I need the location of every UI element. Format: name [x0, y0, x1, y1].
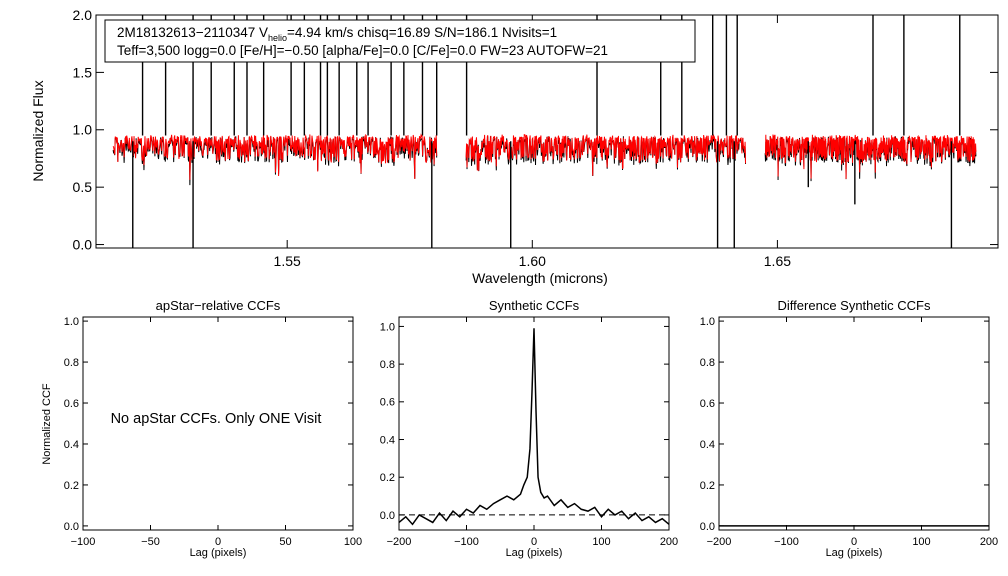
apstar-ccf-title: apStar−relative CCFs: [156, 298, 281, 313]
apstar-ccf-annotation: No apStar CCFs. Only ONE Visit: [111, 411, 322, 427]
y-tick-label: 1.0: [73, 122, 93, 138]
synthetic-ccf-xlabel: Lag (pixels): [506, 547, 563, 559]
apstar-ccf-ylabel: Normalized CCF: [41, 383, 53, 465]
difference-ccf-panel: −200 −100 0 100 200 0.0 0.2 0.4 0.6 0.8 1.0 Differ…: [700, 298, 998, 559]
x-tick-label: 0: [531, 536, 537, 548]
spectrum-xlabel: Wavelength (microns): [472, 270, 608, 286]
y-tick-label: 0.6: [64, 398, 79, 410]
x-tick-label: 100: [912, 536, 930, 548]
y-tick-label: 0.0: [380, 510, 395, 522]
spectrum-header-line1: 2M18132613−2110347 Vhelio=4.94 km/s chis…: [117, 25, 557, 43]
y-tick-label: 0.4: [64, 439, 79, 451]
synthetic-ccf-axes: −200 −100 0 100 200 0.0 0.2 0.4 0.6 0.8 1.0: [380, 317, 678, 548]
y-tick-label: 0.0: [700, 521, 715, 533]
spectrum-axes: 1.55 1.60 1.65 0.0 0.5 1.0 1.5 2.0: [73, 7, 998, 269]
header-star-id: 2M18132613−2110347 V: [117, 25, 268, 40]
spectrum-header-line2: Teff=3,500 logg=0.0 [Fe/H]=−0.50 [alpha/…: [117, 43, 608, 58]
synthetic-ccf-title: Synthetic CCFs: [489, 298, 580, 313]
header-helio-subscript: helio: [268, 33, 287, 43]
y-tick-label: 0.8: [64, 357, 79, 369]
spectrum-panel: 1.55 1.60 1.65 0.0 0.5 1.0 1.5 2.0 Wavelength (…: [30, 7, 999, 286]
x-tick-label: 0: [215, 536, 221, 548]
apstar-ccf-xlabel: Lag (pixels): [190, 547, 247, 559]
y-tick-label: 1.5: [73, 64, 93, 80]
y-tick-label: 0.4: [380, 434, 395, 446]
x-tick-label: 1.65: [764, 253, 791, 269]
difference-ccf-title: Difference Synthetic CCFs: [778, 298, 931, 313]
y-tick-label: 0.6: [700, 398, 715, 410]
spectrum-ylabel: Normalized Flux: [30, 80, 46, 181]
y-tick-label: 0.2: [700, 480, 715, 492]
y-tick-label: 0.6: [380, 397, 395, 409]
y-tick-label: 2.0: [73, 7, 93, 23]
header-velocity-stats: =4.94 km/s chisq=16.89 S/N=186.1 Nvisits…: [287, 25, 557, 40]
difference-ccf-axes: −200 −100 0 100 200 0.0 0.2 0.4 0.6 0.8 1.0: [700, 316, 998, 548]
synthetic-ccf-curve-group: [398, 328, 670, 526]
spectrum-frame: [95, 14, 999, 249]
x-tick-label: −100: [454, 536, 479, 548]
x-tick-label: 100: [592, 536, 610, 548]
x-tick-label: −50: [141, 536, 160, 548]
x-tick-label: 1.60: [519, 253, 546, 269]
spectrum-info-box: [104, 19, 696, 63]
x-tick-label: −200: [387, 536, 412, 548]
x-tick-label: −100: [774, 536, 799, 548]
x-tick-label: 200: [980, 536, 998, 548]
apstar-ccf-axes: −100 −50 0 50 100 0.0 0.2 0.4 0.6 0.8 1.0: [64, 316, 362, 548]
y-tick-label: 0.8: [700, 357, 715, 369]
synthetic-ccf-panel: −200 −100 0 100 200 0.0 0.2 0.4 0.6 0.8 1.0 Synthe…: [380, 298, 678, 559]
y-tick-label: 0.2: [380, 472, 395, 484]
y-tick-label: 0.0: [73, 236, 93, 252]
x-tick-label: 1.55: [274, 253, 301, 269]
y-tick-label: 0.5: [73, 179, 93, 195]
x-tick-label: −100: [71, 536, 96, 548]
synthetic-ccf-line: [398, 328, 670, 526]
difference-ccf-frame: [718, 316, 990, 531]
y-tick-label: 0.0: [64, 521, 79, 533]
x-tick-label: 50: [279, 536, 291, 548]
x-tick-label: 0: [851, 536, 857, 548]
y-tick-label: 1.0: [380, 321, 395, 333]
x-tick-label: 100: [344, 536, 362, 548]
spectrum-model-line: [112, 133, 977, 180]
x-tick-label: −200: [707, 536, 732, 548]
difference-ccf-xlabel: Lag (pixels): [826, 547, 883, 559]
y-tick-label: 1.0: [700, 316, 715, 328]
y-tick-label: 0.2: [64, 480, 79, 492]
apstar-ccf-panel: −100 −50 0 50 100 0.0 0.2 0.4 0.6 0.8 1.0 apStar−r…: [41, 298, 362, 559]
y-tick-label: 0.8: [380, 359, 395, 371]
y-tick-label: 1.0: [64, 316, 79, 328]
y-tick-label: 0.4: [700, 439, 715, 451]
x-tick-label: 200: [660, 536, 678, 548]
